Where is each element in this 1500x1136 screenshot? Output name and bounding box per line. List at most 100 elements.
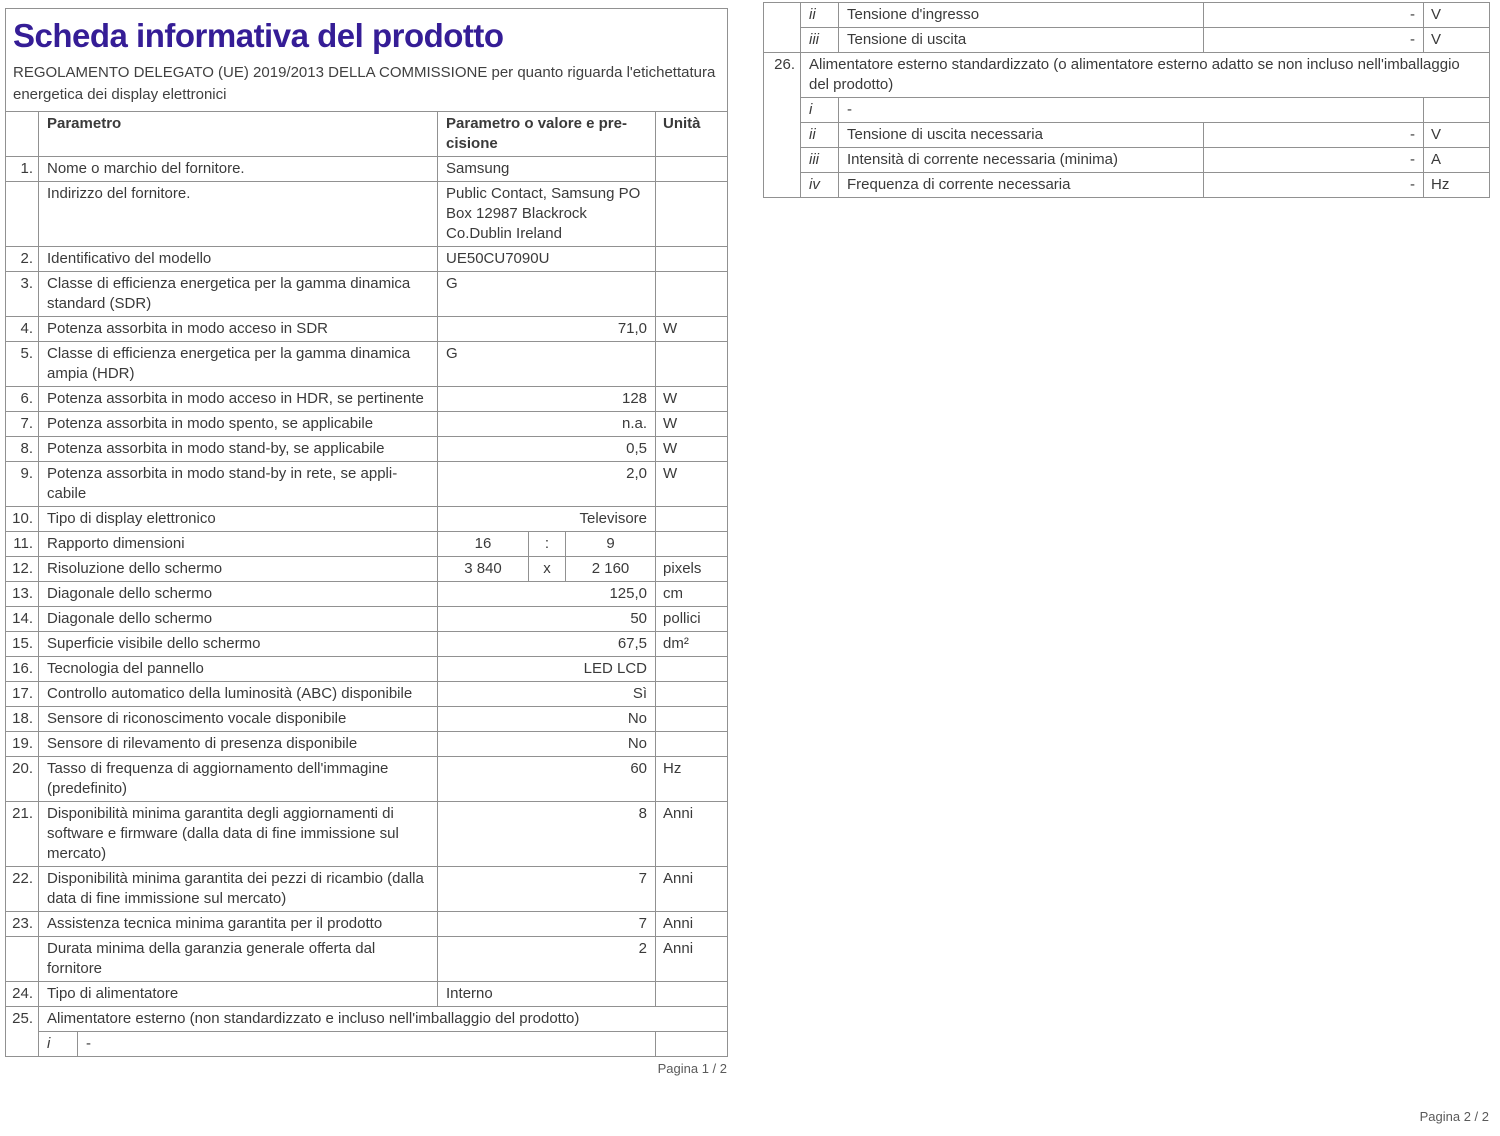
parameter-cell: Tipo di alimentatore: [37, 981, 439, 1007]
unit-cell: W: [655, 411, 728, 437]
value-separator: x: [529, 557, 567, 581]
unit-cell: W: [655, 386, 728, 412]
row-number: 9.: [5, 461, 39, 507]
row-number: 15.: [5, 631, 39, 657]
value-part-1: 16: [439, 532, 530, 556]
parameter-cell: Tensione di uscita: [838, 27, 1204, 53]
unit-cell: Hz: [1423, 172, 1490, 198]
header-parameter-cell: Parametro: [37, 111, 439, 157]
unit-cell: [655, 531, 728, 557]
parameter-cell: Risoluzione dello schermo: [37, 556, 439, 582]
row-number: 3.: [5, 271, 39, 317]
table-row: 18. Sensore di riconoscimento vocale dis…: [5, 706, 728, 732]
unit-cell: pixels: [655, 556, 728, 582]
value-cell: -: [1203, 147, 1424, 173]
parameter-cell: Diagonale dello schermo: [37, 581, 439, 607]
header-value-cell: Parametro o valore e pre­cisione: [437, 111, 657, 157]
value-cell: Sì: [437, 681, 657, 707]
row-number: 24.: [5, 981, 39, 1007]
parameter-cell: Durata minima della garanzia generale of…: [37, 936, 439, 982]
parameter-cell: Disponibilità minima garantita degli agg…: [37, 801, 439, 867]
table-row: 6. Potenza assorbita in modo acceso in H…: [5, 386, 728, 412]
table-row: 25. Alimentatore esterno (non standardiz…: [5, 1006, 728, 1057]
unit-cell: [655, 271, 728, 317]
table-row: 26. Alimentatore esterno standardizzato …: [763, 52, 1490, 198]
value-cell: No: [437, 731, 657, 757]
value-cell: -: [1203, 27, 1424, 53]
row-number: 18.: [5, 706, 39, 732]
table-row: 3. Classe di efficienza energetica per l…: [5, 271, 728, 317]
unit-cell: [655, 681, 728, 707]
parameter-cell: Tipo di display elettronico: [37, 506, 439, 532]
table-row: 2. Identificativo del modello UE50CU7090…: [5, 246, 728, 272]
value-part-2: 9: [606, 535, 615, 552]
value-cell: 2: [437, 936, 657, 982]
table-header-row: Parametro Parametro o valore e pre­cisio…: [5, 111, 728, 157]
value-cell: G: [437, 271, 657, 317]
product-fiche-table-page2: ii Tensione d'ingresso - V iii Tensione …: [763, 2, 1490, 198]
page-subtitle: REGOLAMENTO DELEGATO (UE) 2019/2013 DELL…: [13, 64, 716, 103]
value-cell: -: [1203, 2, 1424, 28]
unit-cell: W: [655, 461, 728, 507]
table-row: 20. Tasso di frequenza di aggiornamento …: [5, 756, 728, 802]
unit-cell: [655, 706, 728, 732]
table-row: 5. Classe di efficienza energetica per l…: [5, 341, 728, 387]
unit-cell: Anni: [655, 911, 728, 937]
parameter-cell: Identificativo del modello: [37, 246, 439, 272]
value-cell: 50: [437, 606, 657, 632]
unit-cell: A: [1423, 147, 1490, 173]
value-cell: 7: [437, 911, 657, 937]
value-cell: Interno: [437, 981, 657, 1007]
table-row: 8. Potenza assorbita in modo stand-by, s…: [5, 436, 728, 462]
subrow-letter: i: [800, 97, 839, 123]
page-title: Scheda informativa del prodotto: [13, 17, 504, 54]
row-number: 12.: [5, 556, 39, 582]
parameter-cell: Tensione d'ingresso: [838, 2, 1204, 28]
subrow-letter: ii: [800, 2, 839, 28]
unit-cell: V: [1423, 122, 1490, 148]
table-subrow: ii Tensione di uscita necessaria - V: [764, 122, 1490, 148]
row-number: 19.: [5, 731, 39, 757]
value-part-2: 2 160: [591, 560, 630, 577]
value-cell: No: [437, 706, 657, 732]
row-number: 10.: [5, 506, 39, 532]
row-number: 1.: [5, 156, 39, 182]
unit-cell: [1423, 97, 1490, 123]
table-row: Indirizzo del fornitore. Public Contact,…: [5, 181, 728, 247]
table-subrow: iii Intensità di corrente necessaria (mi…: [764, 147, 1490, 173]
row-number: 22.: [5, 866, 39, 912]
parameter-cell: Assistenza tecnica minima garantita per …: [37, 911, 439, 937]
row-number: 2.: [5, 246, 39, 272]
value-part-1: 3 840: [439, 557, 530, 581]
row-number: [5, 936, 39, 982]
table-row: 13. Diagonale dello schermo 125,0 cm: [5, 581, 728, 607]
unit-cell: Hz: [655, 756, 728, 802]
subrow-letter: ii: [800, 122, 839, 148]
row-number: 25.: [5, 1006, 39, 1057]
value-cell: -: [1203, 172, 1424, 198]
page-footer: Pagina 1 / 2: [657, 1061, 727, 1076]
header-number-cell: [5, 111, 39, 157]
value-cell: 71,0: [437, 316, 657, 342]
row-number: 11.: [5, 531, 39, 557]
table-row: 14. Diagonale dello schermo 50 pollici: [5, 606, 728, 632]
page-1: Scheda informativa del prodotto REGOLAME…: [5, 8, 728, 1076]
parameter-cell: Tensione di uscita necessaria: [838, 122, 1204, 148]
value-cell: 125,0: [437, 581, 657, 607]
unit-cell: W: [655, 436, 728, 462]
row-number: 7.: [5, 411, 39, 437]
parameter-cell: Potenza assorbita in modo acceso in SDR: [37, 316, 439, 342]
row-number: 17.: [5, 681, 39, 707]
row-number: 5.: [5, 341, 39, 387]
table-subrow: i -: [764, 97, 1490, 123]
unit-cell: W: [655, 316, 728, 342]
unit-cell: [655, 731, 728, 757]
table-row: 10. Tipo di display elettronico Televiso…: [5, 506, 728, 532]
unit-cell: Anni: [655, 801, 728, 867]
row-number: 14.: [5, 606, 39, 632]
table-subrow: iv Frequenza di corrente necessaria - Hz: [764, 172, 1490, 198]
table-row: 24. Tipo di alimentatore Interno: [5, 981, 728, 1007]
parameter-cell: Frequenza di corrente necessaria: [838, 172, 1204, 198]
value-cell: 8: [437, 801, 657, 867]
table-row: 16. Tecnologia del pannello LED LCD: [5, 656, 728, 682]
